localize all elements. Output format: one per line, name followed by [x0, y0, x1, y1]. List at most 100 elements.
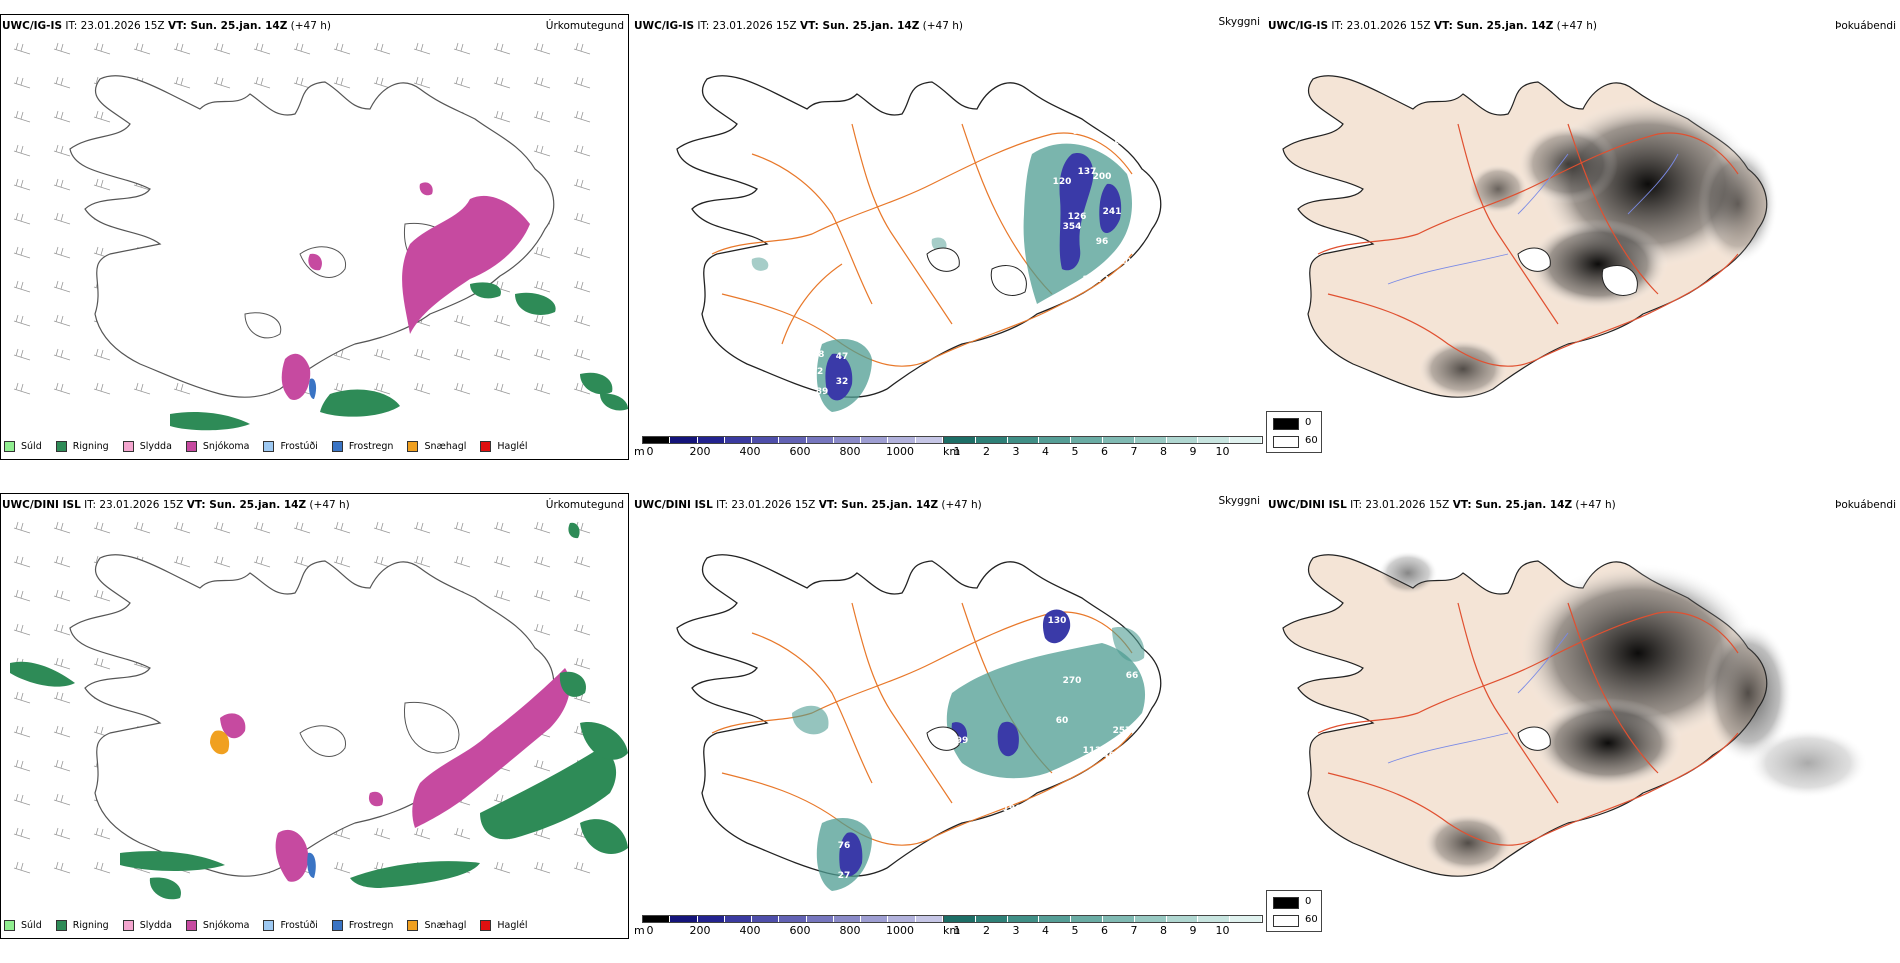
very-low-visibility-area	[1042, 609, 1071, 644]
height-colorbar-strip	[642, 436, 944, 444]
precip-areas	[10, 522, 628, 900]
fog-panel-bottom: UWC/DINI ISL IT: 23.01.2026 15Z VT: Sun.…	[1268, 493, 1900, 939]
low-visibility-area	[946, 643, 1146, 779]
colorbar-tick: 9	[1189, 445, 1197, 458]
wind-barb	[533, 623, 551, 636]
visibility-value-label: 62	[811, 367, 824, 377]
wind-barb	[13, 314, 31, 327]
rain-area	[350, 861, 480, 888]
colorbar-tick: 10	[1215, 924, 1230, 937]
snow-area	[308, 253, 322, 271]
wind-barb	[493, 76, 511, 89]
fog-area	[1378, 551, 1438, 595]
wind-barb	[533, 348, 551, 361]
wind-barb	[493, 314, 511, 327]
wind-barb	[53, 589, 71, 602]
wind-barb	[253, 76, 271, 89]
colorbar-tick: 1000	[886, 924, 914, 937]
wind-barb	[453, 555, 471, 568]
colorbar-tick: 600	[789, 445, 811, 458]
height-colorbar: m 0 200 400 600 800 1000	[634, 436, 944, 458]
fog-area	[1703, 623, 1793, 763]
wind-barb	[13, 178, 31, 191]
wind-barb	[333, 521, 351, 534]
legend-item-3: Snjókoma	[185, 440, 249, 452]
snow-area	[412, 668, 570, 828]
colorbar-cell	[1039, 916, 1072, 922]
visibility-panel-bottom: UWC/DINI ISL IT: 23.01.2026 15Z VT: Sun.…	[632, 493, 1268, 939]
wind-barb	[573, 555, 591, 568]
rain-area	[559, 671, 586, 697]
very-low-visibility-area	[839, 832, 863, 877]
colorbar-cell	[833, 916, 862, 922]
visibility-value-label: 270	[1063, 676, 1082, 686]
wind-barb	[573, 212, 591, 225]
visibility-value-label: 47	[836, 352, 849, 362]
lead-time: (+47 h)	[922, 20, 964, 32]
road-network	[1317, 602, 1739, 846]
fog-legend-swatch-0	[1273, 418, 1299, 430]
very-low-visibility-area	[1099, 183, 1122, 234]
rain-area	[10, 661, 75, 687]
wind-barb	[53, 691, 71, 704]
wind-barb	[493, 555, 511, 568]
wind-barb	[53, 110, 71, 123]
colorbar-tick: 2	[983, 445, 990, 458]
legend-label: Snjókoma	[202, 919, 250, 931]
wind-barb	[533, 861, 551, 874]
wind-barb	[493, 521, 511, 534]
visibility-value-label: 32	[836, 377, 849, 387]
colorbar-cell	[944, 916, 976, 922]
snow-pellets-area	[210, 730, 230, 755]
snow-area	[281, 353, 311, 400]
iceland-coastline	[69, 75, 555, 398]
wind-barb	[293, 555, 311, 568]
wind-barb	[93, 382, 111, 395]
legend-item-5: Frostregn	[331, 919, 393, 931]
wind-barb	[493, 348, 511, 361]
fog-area	[1468, 164, 1528, 214]
valid-time: VT: Sun. 25.jan. 14Z	[818, 499, 939, 511]
legend-item-1: Rigning	[55, 440, 109, 452]
visibility-value-label: 112	[1083, 746, 1102, 756]
model-name: UWC/DINI ISL	[1268, 499, 1347, 511]
init-time: IT: 23.01.2026 15Z	[84, 499, 184, 511]
colorbar-cell	[1071, 437, 1103, 443]
fog-legend-label-60: 60	[1305, 914, 1318, 925]
panel-title: Skyggni	[1218, 495, 1261, 507]
fog-map	[1282, 551, 1868, 877]
very-low-visibility-area	[1059, 153, 1094, 271]
wind-barb	[13, 861, 31, 874]
wind-barb	[13, 348, 31, 361]
fog-legend-bottom: 0 60	[1266, 890, 1322, 932]
legend-item-7: Haglél	[480, 919, 528, 931]
precip-type-legend: Súld Rigning Slydda Snjókoma Frostúði Frostre…	[4, 916, 542, 934]
wind-barb	[453, 76, 471, 89]
visibility-value-label: 27	[838, 871, 851, 881]
model-name: UWC/IG-IS	[634, 20, 695, 32]
wind-barb	[493, 382, 511, 395]
wind-barb	[573, 42, 591, 55]
wind-barb	[533, 589, 551, 602]
rain-area	[120, 851, 225, 871]
wind-barb	[213, 521, 231, 534]
colorbar-cell	[1071, 916, 1103, 922]
wind-barb	[13, 382, 31, 395]
visibility-value-label: 128	[806, 350, 825, 360]
legend-item-0: Súld	[4, 440, 42, 452]
precip-type-map	[10, 521, 628, 900]
fog-legend-swatch-0	[1273, 897, 1299, 909]
height-colorbar: m 0 200 400 600 800 1000	[634, 915, 944, 937]
legend-item-2: Slydda	[122, 919, 172, 931]
wind-barb	[53, 382, 71, 395]
colorbar-cell	[1198, 916, 1231, 922]
road-network	[1317, 123, 1739, 367]
colorbar-cell	[944, 437, 976, 443]
visibility-value-label: 262	[1083, 275, 1102, 285]
fog-area	[1418, 339, 1508, 399]
wind-barb	[13, 589, 31, 602]
colorbar-cell	[752, 916, 780, 922]
colorbar-tick: 10	[1215, 445, 1230, 458]
distance-colorbar: km 1 2 3 4 5 6 7 8 9 10	[943, 436, 1263, 458]
